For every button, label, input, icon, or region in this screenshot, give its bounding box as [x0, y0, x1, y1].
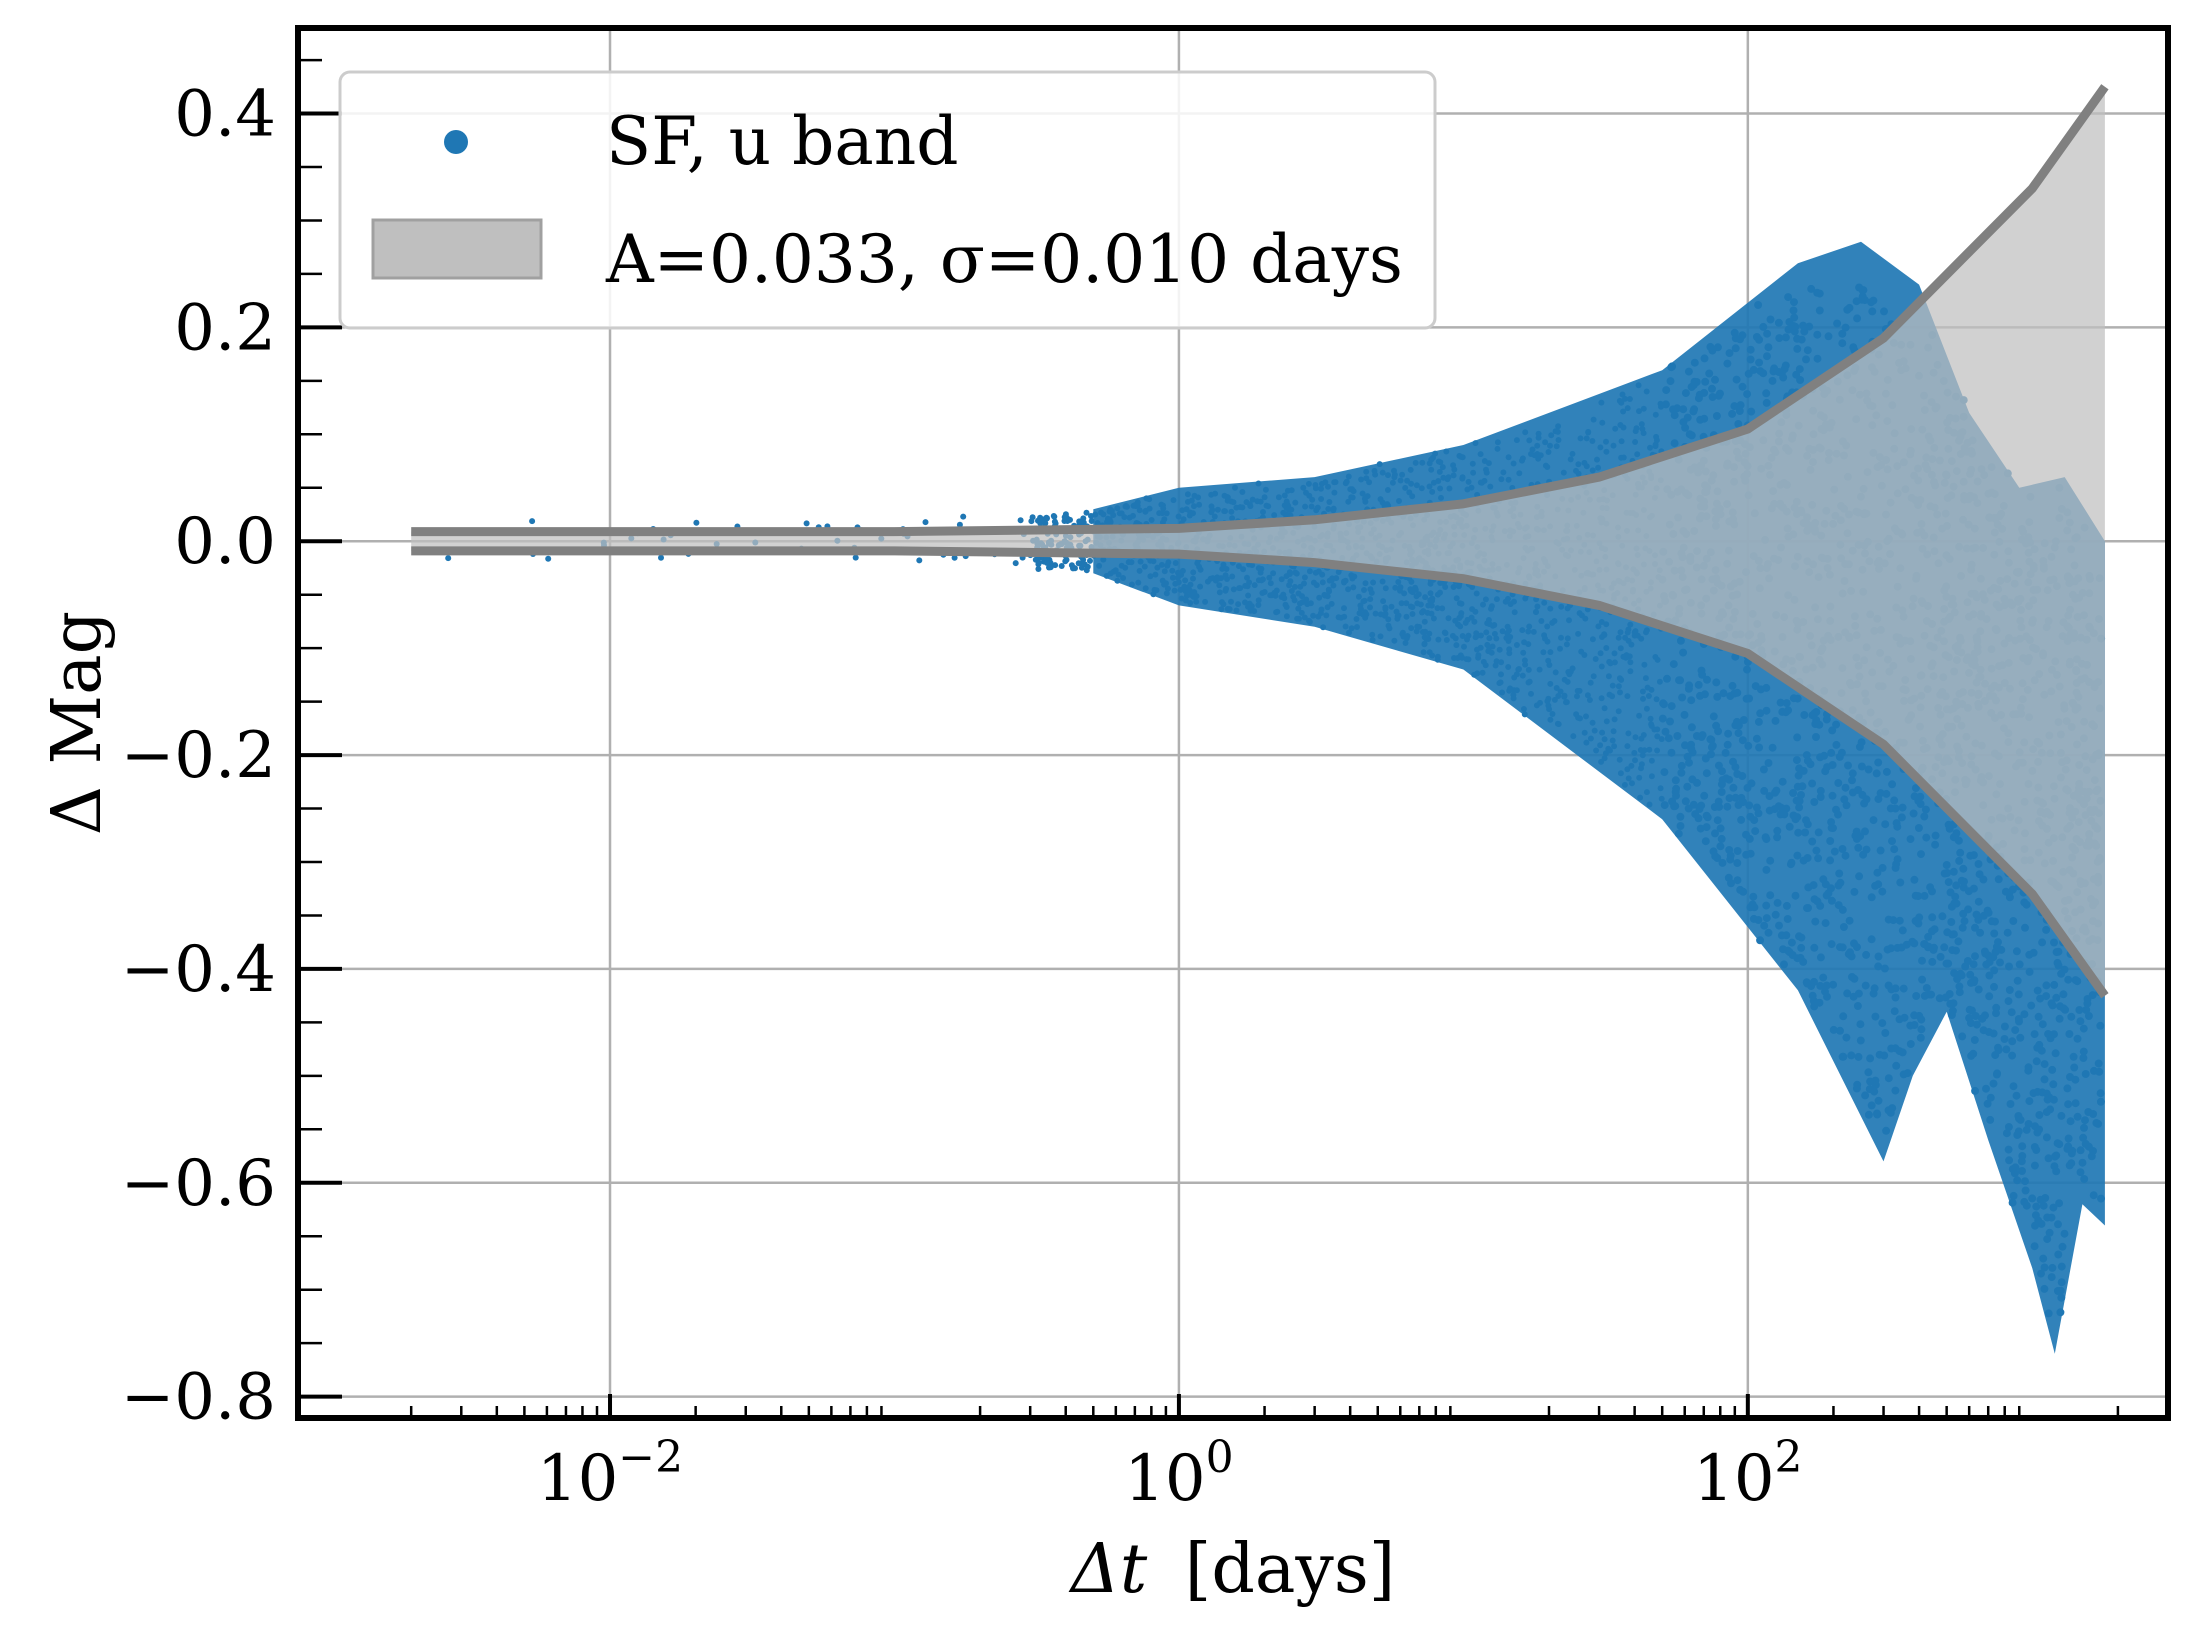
- scatter-point: [1083, 509, 1090, 516]
- x-tick-label-base: 10: [537, 1442, 618, 1516]
- y-tick-label: 0.2: [174, 291, 276, 365]
- scatter-point: [803, 520, 810, 527]
- scatter-point: [1043, 559, 1050, 566]
- scatter-point: [658, 554, 664, 561]
- y-tick-label: 0.4: [174, 78, 276, 152]
- scatter-point: [1043, 515, 1050, 522]
- scatter-point: [1017, 517, 1024, 524]
- y-tick-label: −0.8: [121, 1361, 276, 1435]
- legend-marker-scatter: [444, 130, 468, 154]
- plot-frame: [295, 25, 2171, 1421]
- scatter-point: [951, 554, 958, 561]
- scatter-point: [960, 513, 967, 520]
- scatter-point: [1062, 558, 1069, 565]
- legend-marker-band: [371, 218, 543, 280]
- x-tick-label: 102: [1693, 1432, 1802, 1516]
- scatter-point: [1029, 514, 1036, 521]
- model-band-lower-line: [411, 546, 2109, 999]
- scatter-point: [1061, 514, 1068, 521]
- legend-label-scatter: SF, u band: [606, 103, 959, 180]
- x-axis-label-main: Δt: [1068, 1530, 1148, 1609]
- x-tick-label-exponent: −2: [618, 1432, 683, 1483]
- scatter-point: [1052, 520, 1059, 527]
- x-tick-label-base: 10: [1693, 1442, 1774, 1516]
- y-tick-label: −0.6: [121, 1147, 276, 1221]
- scatter-point: [1075, 560, 1082, 567]
- scatter-point: [916, 557, 923, 564]
- x-tick-label-exponent: 2: [1775, 1432, 1803, 1483]
- scatter-point: [1012, 560, 1019, 567]
- scatter-point: [1088, 513, 1094, 519]
- scatter-point: [1051, 513, 1058, 520]
- scatter-point: [445, 555, 452, 562]
- x-tick-label-base: 10: [1124, 1442, 1205, 1516]
- y-tick-label: 0.0: [174, 505, 276, 579]
- scatter-point: [1035, 559, 1042, 566]
- scatter-point: [1058, 563, 1065, 569]
- scatter-point: [956, 521, 963, 528]
- scatter-point: [529, 518, 536, 525]
- y-tick-label: −0.4: [121, 933, 276, 1007]
- y-axis-label: Δ Mag: [38, 611, 117, 835]
- scatter-point: [922, 519, 929, 526]
- legend: SF, u band A=0.033, σ=0.010 days: [338, 70, 1437, 330]
- x-tick-label-exponent: 0: [1206, 1432, 1234, 1483]
- scatter-point: [545, 555, 552, 562]
- legend-label-band: A=0.033, σ=0.010 days: [605, 221, 1403, 298]
- scatter-point: [1087, 557, 1093, 564]
- model-band-upper-line: [411, 84, 2109, 537]
- x-tick-label: 10−2: [537, 1432, 683, 1516]
- legend-box: [338, 70, 1437, 330]
- scatter-point: [1088, 518, 1095, 524]
- x-axis-label-unit: [days]: [1185, 1530, 1395, 1609]
- scatter-point: [1070, 565, 1076, 572]
- model-band: [411, 84, 2109, 999]
- x-axis-label: Δt [days]: [1068, 1530, 1396, 1609]
- x-tick-label: 100: [1124, 1432, 1233, 1516]
- scatter-point: [1047, 564, 1054, 571]
- scatter-point: [693, 519, 700, 526]
- scatter-point: [1035, 566, 1042, 572]
- model-band-fill: [411, 86, 2105, 996]
- y-tick-label: −0.2: [121, 719, 276, 793]
- scatter-point: [1084, 563, 1091, 570]
- scatter-point: [852, 554, 859, 561]
